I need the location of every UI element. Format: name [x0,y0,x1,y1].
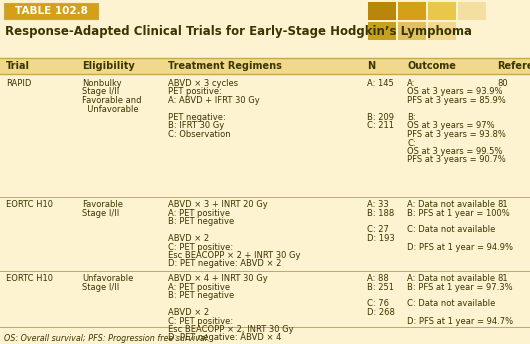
Text: D: PFS at 1 year = 94.9%: D: PFS at 1 year = 94.9% [407,243,513,251]
Text: B: PFS at 1 year = 100%: B: PFS at 1 year = 100% [407,208,510,217]
Text: D: 268: D: 268 [367,308,395,317]
Text: A: Data not available: A: Data not available [407,200,495,209]
Text: Stage I/II: Stage I/II [82,87,119,97]
Text: ABVD × 3 cycles: ABVD × 3 cycles [168,79,238,88]
Text: C: 76: C: 76 [367,300,389,309]
Text: OS at 3 years = 97%: OS at 3 years = 97% [407,121,494,130]
Text: A: 145: A: 145 [367,79,394,88]
Text: ABVD × 4 + INRT 30 Gy: ABVD × 4 + INRT 30 Gy [168,274,268,283]
Text: C: 211: C: 211 [367,121,394,130]
Bar [368,2,396,20]
Text: A: 33: A: 33 [367,200,388,209]
Text: ABVD × 2: ABVD × 2 [168,308,209,317]
Bar [398,22,426,40]
Text: Trial: Trial [6,61,30,71]
Bar [398,2,426,20]
Text: A: ABVD + IFRT 30 Gy: A: ABVD + IFRT 30 Gy [168,96,260,105]
Text: PFS at 3 years = 90.7%: PFS at 3 years = 90.7% [407,155,506,164]
Text: A: Data not available: A: Data not available [407,274,495,283]
Bar [368,22,396,40]
Text: OS at 3 years = 93.9%: OS at 3 years = 93.9% [407,87,502,97]
Text: C: 27: C: 27 [367,226,389,235]
Bar [428,2,456,20]
Text: B: 188: B: 188 [367,208,394,217]
Text: C: Data not available: C: Data not available [407,226,496,235]
Text: 80: 80 [497,79,508,88]
Text: RAPID: RAPID [6,79,31,88]
Text: B: IFRT 30 Gy: B: IFRT 30 Gy [168,121,224,130]
Text: A:: A: [407,79,416,88]
Text: Esc BEACOPP × 2, INRT 30 Gy: Esc BEACOPP × 2, INRT 30 Gy [168,325,294,334]
Text: Unfavorable: Unfavorable [82,105,139,114]
Text: C: Data not available: C: Data not available [407,300,496,309]
Text: Favorable and: Favorable and [82,96,142,105]
Text: B: PET negative: B: PET negative [168,217,234,226]
Text: PET negative:: PET negative: [168,113,226,122]
Text: C: PET positive:: C: PET positive: [168,316,233,325]
Text: 81: 81 [497,274,508,283]
Text: B: PFS at 1 year = 97.3%: B: PFS at 1 year = 97.3% [407,282,513,291]
Text: TABLE 102.8: TABLE 102.8 [14,6,87,16]
Text: Treatment Regimens: Treatment Regimens [168,61,282,71]
Text: ABVD × 2: ABVD × 2 [168,234,209,243]
Text: Eligibility: Eligibility [82,61,135,71]
Bar [0,76,530,197]
Text: Nonbulky: Nonbulky [82,79,121,88]
Text: Response-Adapted Clinical Trials for Early-Stage Hodgkin’s Lymphoma: Response-Adapted Clinical Trials for Ear… [5,25,472,39]
Text: B:: B: [407,113,416,122]
Text: C:: C: [407,139,416,148]
Text: Unfavorable: Unfavorable [82,274,134,283]
Text: EORTC H10: EORTC H10 [6,200,53,209]
Text: B: PET negative: B: PET negative [168,291,234,300]
Text: PFS at 3 years = 85.9%: PFS at 3 years = 85.9% [407,96,506,105]
Text: Stage I/II: Stage I/II [82,282,119,291]
Text: OS: Overall survival; PFS: Progression free survival.: OS: Overall survival; PFS: Progression f… [4,334,210,343]
Text: OS at 3 years = 99.5%: OS at 3 years = 99.5% [407,147,502,156]
Text: PFS at 3 years = 93.8%: PFS at 3 years = 93.8% [407,130,506,139]
Text: A: PET positive: A: PET positive [168,208,230,217]
Bar [458,22,486,40]
Bar [458,2,486,20]
Text: PET positive:: PET positive: [168,87,222,97]
Text: N: N [367,61,375,71]
Text: A: PET positive: A: PET positive [168,282,230,291]
Bar [0,58,530,74]
Bar [428,22,456,40]
Text: Favorable: Favorable [82,200,123,209]
Text: D: PET negative: ABVD × 4: D: PET negative: ABVD × 4 [168,333,281,343]
Bar [4,3,98,19]
Text: Esc BEACOPP × 2 + INRT 30 Gy: Esc BEACOPP × 2 + INRT 30 Gy [168,251,301,260]
Text: D: 193: D: 193 [367,234,395,243]
Bar [0,271,530,327]
Text: C: PET positive:: C: PET positive: [168,243,233,251]
Text: C: Observation: C: Observation [168,130,231,139]
Text: Reference: Reference [497,61,530,71]
Bar [0,197,530,271]
Text: A: 88: A: 88 [367,274,388,283]
Text: B: 209: B: 209 [367,113,394,122]
Text: B: 251: B: 251 [367,282,394,291]
Text: 81: 81 [497,200,508,209]
Text: D: PFS at 1 year = 94.7%: D: PFS at 1 year = 94.7% [407,316,513,325]
Text: Outcome: Outcome [407,61,456,71]
Text: D: PET negative: ABVD × 2: D: PET negative: ABVD × 2 [168,259,281,269]
Text: Stage I/II: Stage I/II [82,208,119,217]
Text: EORTC H10: EORTC H10 [6,274,53,283]
Text: ABVD × 3 + INRT 20 Gy: ABVD × 3 + INRT 20 Gy [168,200,268,209]
